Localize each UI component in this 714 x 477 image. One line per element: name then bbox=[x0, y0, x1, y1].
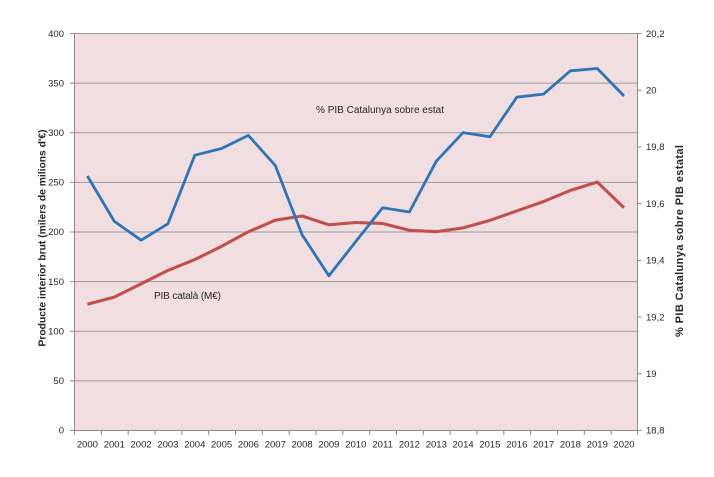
svg-text:2004: 2004 bbox=[184, 440, 205, 451]
svg-text:19,4: 19,4 bbox=[646, 256, 665, 267]
svg-text:PIB català (M€): PIB català (M€) bbox=[154, 291, 221, 302]
svg-text:% PIB Catalunya sobre PIB esta: % PIB Catalunya sobre PIB estatal bbox=[674, 145, 686, 337]
svg-text:2014: 2014 bbox=[453, 440, 474, 451]
svg-text:2013: 2013 bbox=[426, 440, 447, 451]
svg-text:18,8: 18,8 bbox=[646, 426, 665, 437]
svg-text:2000: 2000 bbox=[77, 440, 98, 451]
svg-text:2002: 2002 bbox=[131, 440, 152, 451]
svg-text:200: 200 bbox=[48, 227, 64, 238]
svg-text:19: 19 bbox=[646, 369, 657, 380]
svg-text:300: 300 bbox=[48, 128, 64, 139]
svg-text:2019: 2019 bbox=[587, 440, 608, 451]
svg-text:19,2: 19,2 bbox=[646, 312, 665, 323]
svg-text:2001: 2001 bbox=[104, 440, 125, 451]
svg-text:19,8: 19,8 bbox=[646, 142, 665, 153]
svg-text:50: 50 bbox=[53, 376, 64, 387]
svg-text:20,2: 20,2 bbox=[646, 29, 665, 40]
svg-text:Producte interior brut (milers: Producte interior brut (milers de milion… bbox=[37, 130, 48, 347]
svg-text:2015: 2015 bbox=[479, 440, 500, 451]
svg-text:2012: 2012 bbox=[399, 440, 420, 451]
svg-text:2010: 2010 bbox=[345, 440, 366, 451]
svg-text:400: 400 bbox=[48, 29, 64, 40]
svg-text:0: 0 bbox=[59, 426, 64, 437]
svg-text:350: 350 bbox=[48, 78, 64, 89]
svg-text:2016: 2016 bbox=[506, 440, 527, 451]
svg-text:2006: 2006 bbox=[238, 440, 259, 451]
svg-text:2007: 2007 bbox=[265, 440, 286, 451]
svg-text:100: 100 bbox=[48, 327, 64, 338]
svg-text:2003: 2003 bbox=[157, 440, 178, 451]
svg-text:150: 150 bbox=[48, 277, 64, 288]
svg-text:20: 20 bbox=[646, 86, 657, 97]
svg-text:2008: 2008 bbox=[292, 440, 313, 451]
svg-text:2011: 2011 bbox=[372, 440, 392, 451]
svg-text:2005: 2005 bbox=[211, 440, 232, 451]
svg-text:% PIB Catalunya sobre estat: % PIB Catalunya sobre estat bbox=[316, 105, 444, 116]
svg-text:2020: 2020 bbox=[613, 440, 634, 451]
svg-text:2018: 2018 bbox=[560, 440, 581, 451]
svg-text:2009: 2009 bbox=[318, 440, 339, 451]
svg-text:2017: 2017 bbox=[533, 440, 554, 451]
svg-text:250: 250 bbox=[48, 178, 64, 189]
svg-text:19,6: 19,6 bbox=[646, 199, 665, 210]
